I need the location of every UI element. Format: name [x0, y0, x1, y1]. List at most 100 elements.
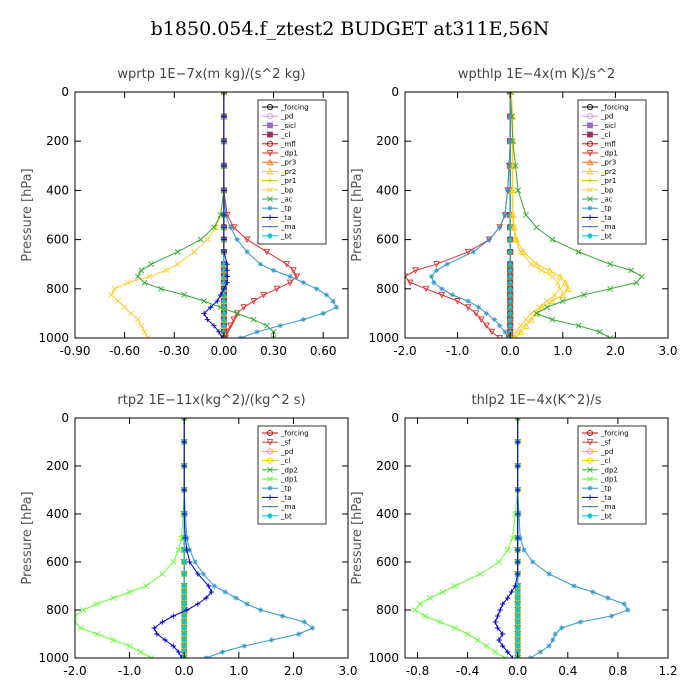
x-tick-label: 0.00 [211, 344, 238, 358]
legend-label: _bp [280, 186, 294, 194]
data-point [222, 334, 229, 338]
legend-label: _pr3 [280, 159, 296, 167]
y-tick-label: 400 [376, 183, 399, 197]
data-point [224, 273, 230, 280]
data-point [497, 224, 503, 230]
data-point [220, 310, 227, 317]
data-point [514, 630, 521, 638]
data-point [141, 279, 148, 286]
data-point [221, 237, 227, 243]
data-point [546, 266, 553, 274]
y-axis-label: Pressure [hPa] [20, 491, 35, 584]
legend-marker [586, 439, 594, 446]
data-point [507, 316, 514, 323]
data-point [515, 571, 521, 577]
data-point [470, 249, 476, 255]
y-tick-label: 400 [376, 507, 399, 521]
data-point [224, 261, 230, 267]
data-point [507, 267, 514, 274]
legend-item: _cl [582, 457, 610, 465]
data-point [625, 607, 631, 613]
data-point [507, 236, 514, 243]
data-point [514, 588, 521, 596]
legend-label: _cl [280, 457, 290, 465]
data-point [293, 273, 301, 281]
legend-label: _bp [600, 186, 614, 194]
legend-item: _bt [262, 512, 292, 520]
legend-marker [587, 494, 593, 500]
legend-item: _mfl [582, 140, 616, 148]
legend-marker [587, 485, 593, 491]
data-point [184, 607, 190, 613]
data-point [170, 643, 176, 649]
legend-item: _dp2 [262, 466, 298, 474]
data-point [296, 631, 302, 637]
plot-frame [74, 417, 349, 659]
legend-label: _sicl [280, 122, 296, 130]
data-point [544, 304, 550, 311]
data-point [428, 273, 434, 280]
legend-marker [266, 232, 274, 239]
data-point [562, 279, 569, 286]
data-point [244, 249, 250, 255]
data-point [515, 535, 521, 541]
x-tick-label: 0.8 [608, 664, 627, 678]
data-point [607, 335, 614, 338]
data-point [170, 559, 177, 565]
data-point [75, 619, 78, 625]
data-point [495, 625, 501, 631]
legend-marker [267, 485, 273, 491]
data-point [201, 310, 207, 316]
panel-title: thlp2 1E−4x(K^2)/s [472, 393, 602, 408]
legend-item: _bt [262, 232, 292, 240]
data-point [220, 261, 227, 268]
data-point [559, 291, 567, 298]
x-tick-label: 0.0 [508, 664, 527, 678]
data-point [200, 571, 206, 577]
data-point [80, 607, 87, 613]
data-point [502, 329, 508, 335]
plot-frame [404, 91, 669, 339]
legend-label: _sicl [600, 122, 616, 130]
legend-item: _sf [262, 439, 291, 447]
data-point [507, 261, 514, 268]
data-point [218, 292, 224, 298]
legend-marker [586, 149, 594, 157]
series-line [510, 92, 569, 338]
data-point [522, 322, 530, 329]
chart-panel-1: wprtp 1E−7x(m kg)/(s^2 kg) Pressure [hPa]… [20, 67, 349, 358]
x-tick-label: 0.60 [310, 344, 337, 358]
legend-label: _cl [600, 131, 610, 139]
data-point [452, 583, 459, 589]
data-point [270, 267, 277, 273]
data-point [181, 439, 187, 445]
legend-marker [587, 122, 593, 129]
data-point [431, 280, 437, 286]
data-point [496, 334, 504, 338]
data-point [195, 571, 201, 577]
x-tick-label: 1.0 [553, 344, 572, 358]
legend-label: _mfl [600, 140, 616, 148]
data-point [181, 588, 188, 596]
legend-item: _pd [262, 113, 293, 121]
legend-item: _dp1 [262, 150, 298, 158]
legend-label: _tp [280, 485, 292, 493]
legend-item: _ac [262, 196, 293, 204]
y-tick-label: 200 [46, 134, 69, 148]
data-point [577, 619, 583, 625]
data-point [277, 323, 283, 329]
plot-frame [74, 91, 349, 339]
data-point [309, 625, 316, 631]
series-line [183, 418, 314, 658]
data-point [405, 273, 409, 281]
data-point [528, 261, 535, 268]
data-point [181, 618, 188, 626]
data-point [181, 612, 188, 620]
data-point [509, 186, 517, 194]
data-point [513, 328, 520, 335]
legend-marker [266, 103, 274, 111]
data-point [221, 138, 227, 144]
legend-marker [267, 494, 273, 500]
data-point [178, 535, 185, 541]
